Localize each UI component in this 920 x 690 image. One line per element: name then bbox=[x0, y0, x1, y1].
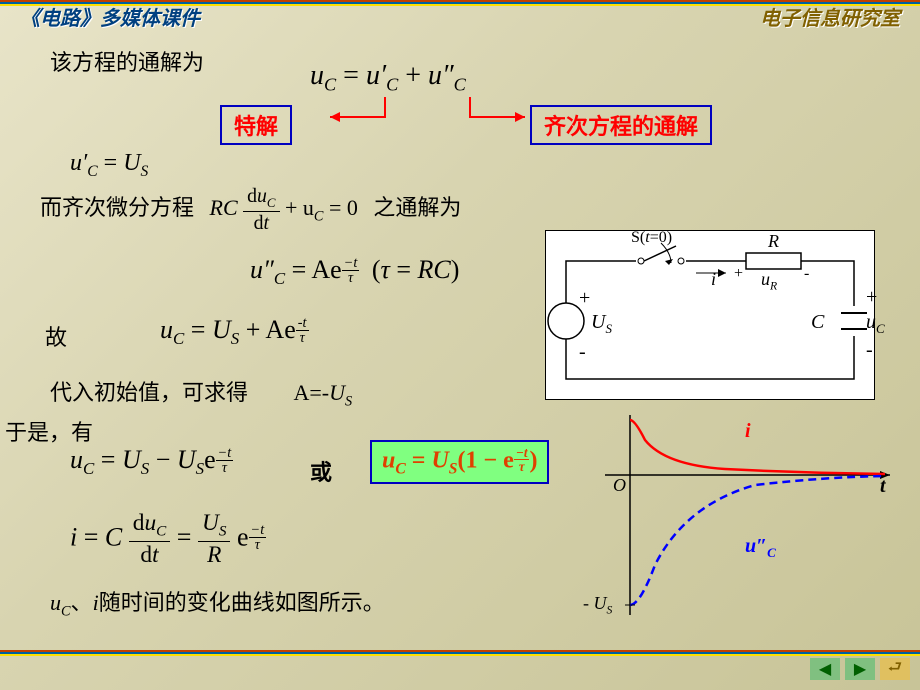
prev-button[interactable]: ◀ bbox=[810, 658, 840, 680]
circuit-diagram: S(t=0) R i + uR - + US - C + uC - bbox=[545, 230, 875, 400]
home-button[interactable]: ⮐ bbox=[880, 658, 910, 680]
eq-uc-final: uC = US − USe−tτ bbox=[70, 445, 233, 479]
eq-particular: u′C = US bbox=[70, 150, 148, 181]
eq-full: uC = US + Ae-tτ bbox=[160, 315, 309, 349]
slide-content: 该方程的通解为 uC = u′C + u″C 特解 齐次方程的通解 u′C = … bbox=[0, 40, 920, 650]
text-or: 或 bbox=[310, 455, 332, 487]
next-button[interactable]: ▶ bbox=[845, 658, 875, 680]
response-graph: i O t u″C - US bbox=[605, 415, 895, 615]
eq-homog-solution: u″C = Ae−tτ (τ = RC) bbox=[250, 255, 459, 289]
box-homogeneous: 齐次方程的通解 bbox=[530, 105, 712, 145]
text-curves: uC、i随时间的变化曲线如图所示。 bbox=[50, 585, 385, 620]
eq-uc-highlighted: uC = US(1 − e−tτ) bbox=[370, 440, 549, 484]
box-particular: 特解 bbox=[220, 105, 292, 145]
text-homogeneous-ode: 而齐次微分方程 RC dduuCdt + uC = 0 之通解为 bbox=[40, 185, 461, 235]
text-general-solution: 该方程的通解为 bbox=[50, 45, 204, 77]
eq-general: uC = u′C + u″C bbox=[310, 60, 466, 96]
eq-current: i = C duCdt = USR e−tτ bbox=[70, 510, 266, 569]
text-initial: 代入初始值，可求得 A=-US bbox=[50, 375, 352, 410]
footer-bar-3 bbox=[0, 654, 920, 656]
text-hence: 于是，有 bbox=[5, 415, 93, 447]
text-therefore: 故 bbox=[45, 320, 67, 352]
accent-bar-3 bbox=[0, 4, 920, 6]
